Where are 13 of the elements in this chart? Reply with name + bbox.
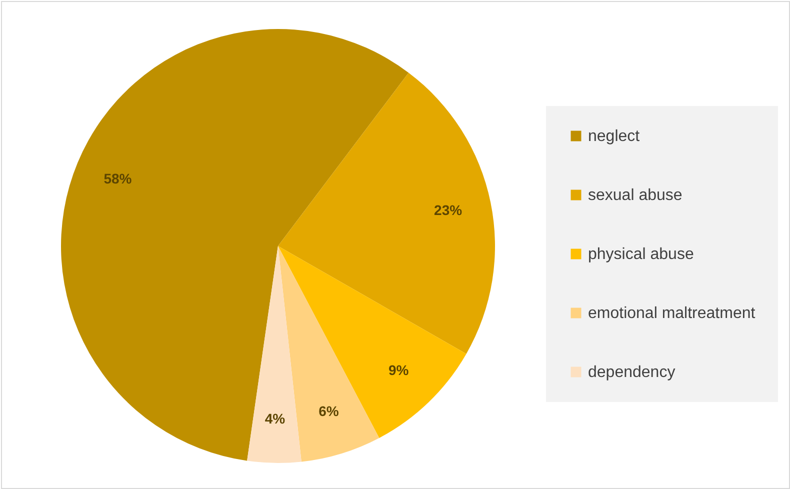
- legend-label: emotional maltreatment: [588, 305, 756, 322]
- data-label: 23%: [434, 202, 463, 218]
- data-label: 4%: [264, 410, 286, 427]
- pie-slice: [247, 246, 302, 463]
- data-label: 9%: [388, 362, 410, 378]
- legend-label: neglect: [588, 128, 640, 145]
- pie-slice: [278, 72, 495, 354]
- legend-label: physical abuse: [588, 246, 694, 263]
- data-label: 6%: [318, 403, 340, 420]
- pie-slice: [61, 29, 409, 461]
- legend-label: sexual abuse: [588, 187, 682, 204]
- legend-label: dependency: [588, 364, 676, 381]
- data-label: 58%: [104, 170, 132, 186]
